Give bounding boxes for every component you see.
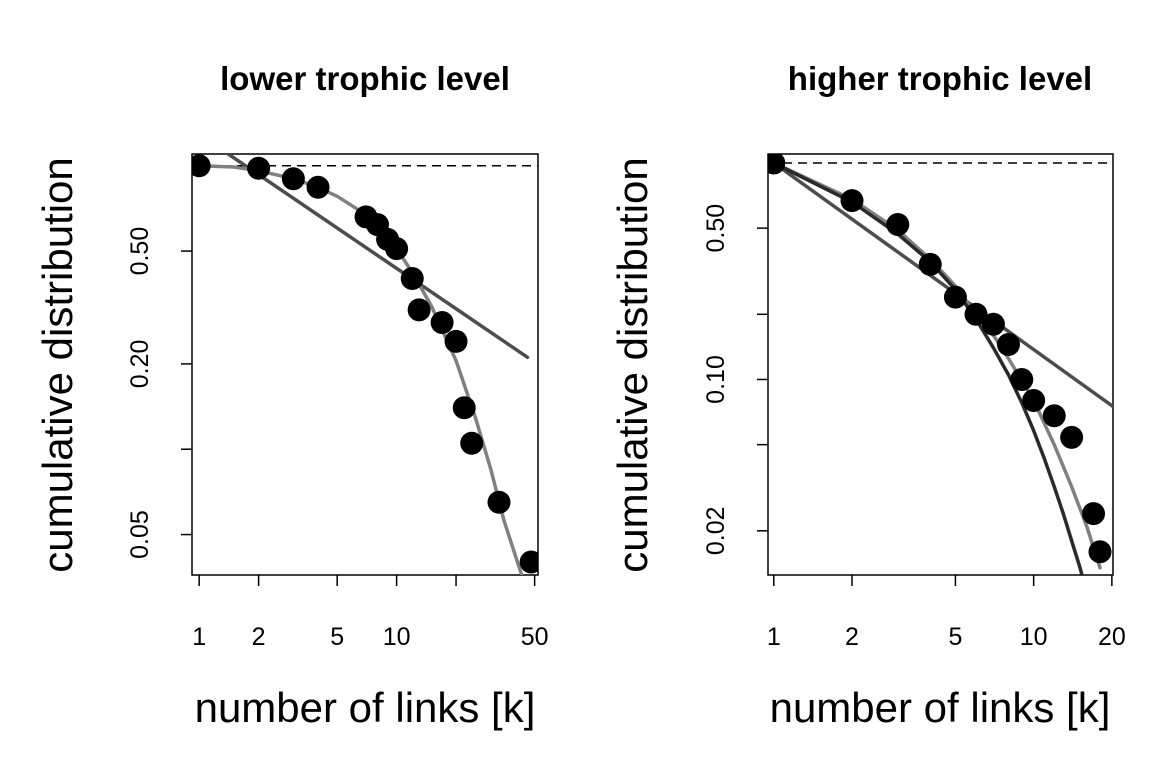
y-tick-label: 0.05 xyxy=(126,510,154,559)
plot-area: 1 2 5 10 50 0.05 0.20 0.50 xyxy=(126,153,549,651)
plot-content xyxy=(192,154,538,575)
plot-content xyxy=(768,154,1113,575)
data-point xyxy=(1088,540,1112,564)
data-point xyxy=(1042,404,1066,428)
data-point xyxy=(400,267,424,291)
data-point xyxy=(306,175,330,199)
data-point xyxy=(385,237,409,261)
data-point xyxy=(996,333,1020,357)
panel-lower-trophic: lower trophic level cumulative distribut… xyxy=(34,60,549,731)
data-point xyxy=(840,189,864,213)
data-point xyxy=(519,550,538,574)
data-point xyxy=(460,431,484,455)
data-point xyxy=(943,285,967,309)
x-tick-label: 10 xyxy=(383,623,411,651)
fit-line-curved xyxy=(772,161,1084,575)
data-point xyxy=(964,302,988,326)
plot-frame xyxy=(767,153,1114,576)
fit-line-straight xyxy=(225,154,530,360)
data-point xyxy=(1010,367,1034,391)
data-point xyxy=(981,312,1005,336)
data-point xyxy=(444,329,468,353)
x-tick-label: 1 xyxy=(192,623,206,651)
data-point xyxy=(430,310,454,334)
x-tick-label: 10 xyxy=(1020,623,1048,651)
panel-title: higher trophic level xyxy=(788,60,1092,97)
x-tick-label: 5 xyxy=(948,623,962,651)
data-point xyxy=(886,212,910,236)
y-tick-label: 0.10 xyxy=(702,355,730,404)
x-tick-label: 1 xyxy=(767,623,781,651)
data-point xyxy=(407,298,431,322)
x-tick-label: 2 xyxy=(252,623,266,651)
y-tick-label: 0.50 xyxy=(702,204,730,253)
y-axis-label: cumulative distribution xyxy=(609,157,656,573)
x-tick-label: 5 xyxy=(330,623,344,651)
x-tick-label: 20 xyxy=(1098,623,1126,651)
y-tick-label: 0.20 xyxy=(126,340,154,389)
data-point xyxy=(487,490,511,514)
fit-line-straight xyxy=(772,161,1113,409)
y-axis-label: cumulative distribution xyxy=(34,157,81,573)
data-point xyxy=(1060,425,1084,449)
data-point xyxy=(1022,388,1046,412)
panel-higher-trophic: higher trophic level cumulative distribu… xyxy=(609,60,1126,731)
x-axis-label: number of links [k] xyxy=(195,684,536,731)
data-point xyxy=(192,154,211,178)
panel-title: lower trophic level xyxy=(220,60,510,97)
fit-line-curved xyxy=(772,161,1102,570)
data-point xyxy=(918,252,942,276)
fit-line-curved xyxy=(197,163,524,575)
x-tick-label: 2 xyxy=(845,623,859,651)
y-tick-label: 0.02 xyxy=(702,506,730,555)
x-axis-label: number of links [k] xyxy=(770,684,1111,731)
y-tick-label: 0.50 xyxy=(126,227,154,276)
data-point xyxy=(452,396,476,420)
data-point xyxy=(281,167,305,191)
plot-area: 1 2 5 10 20 0.02 0.10 0.50 xyxy=(702,153,1126,651)
data-point xyxy=(1082,502,1106,526)
data-point xyxy=(768,154,786,175)
x-tick-label: 50 xyxy=(521,623,549,651)
data-point xyxy=(247,156,271,180)
